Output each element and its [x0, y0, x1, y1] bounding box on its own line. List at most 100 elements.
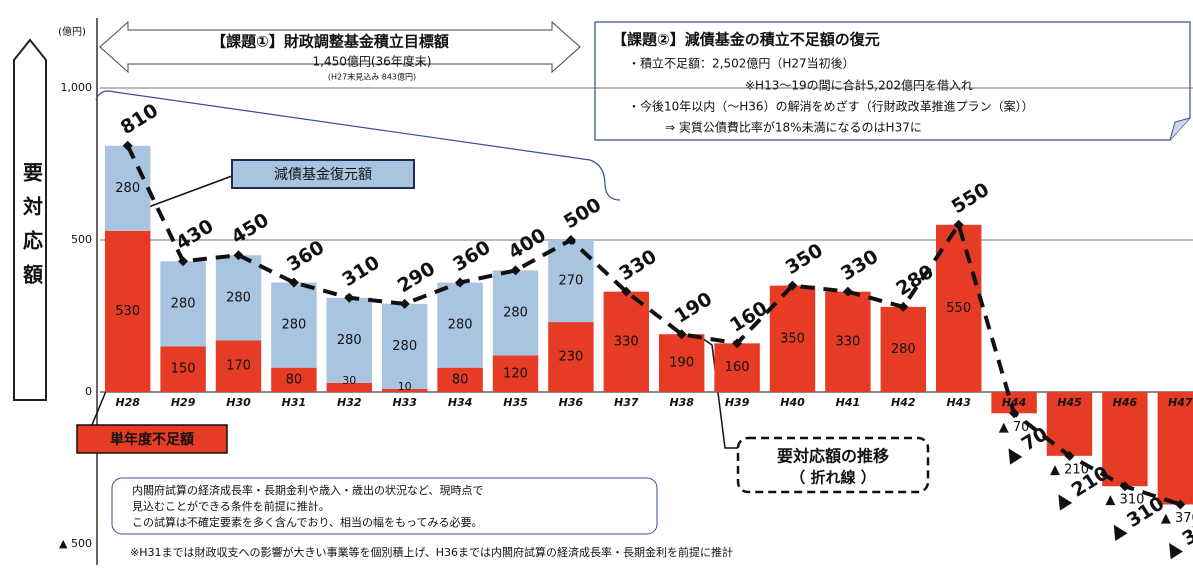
- data-label: 270: [558, 274, 583, 289]
- bars: [104, 145, 1193, 505]
- data-label: 280: [281, 318, 306, 333]
- line-label: 500: [560, 194, 605, 234]
- task1-note: (H27末見込み 843億円): [328, 72, 416, 82]
- bar-segment: [714, 343, 760, 392]
- x-tick-label: H42: [891, 396, 916, 409]
- x-tick-label: H28: [115, 396, 140, 409]
- bar-segment: [215, 255, 262, 341]
- note-line: 内閣府試算の経済成長率・長期金利や歳入・歳出の状況など、現時点で: [132, 483, 483, 497]
- bar-segment: [271, 367, 317, 392]
- line-label: 330: [837, 245, 882, 285]
- line-marker: [122, 140, 133, 151]
- legend-label: 単年度不足額: [110, 431, 194, 448]
- x-tick-label: H39: [725, 396, 750, 409]
- bar-segment: [381, 303, 428, 389]
- data-label: 230: [558, 350, 583, 365]
- line-marker: [455, 277, 466, 288]
- bar-segment: [326, 297, 373, 383]
- x-tick-label: H33: [392, 396, 417, 409]
- data-label: 170: [226, 359, 251, 374]
- bar-segment: [492, 355, 539, 392]
- bar-segment: [658, 334, 705, 392]
- footnote: ※H31までは財政収支への影響が大きい事業等を個別積上げ、H36までは内閣府試算…: [130, 545, 733, 559]
- bar-segment: [991, 392, 1037, 414]
- line-marker: [1175, 499, 1186, 510]
- line-marker: [953, 219, 964, 230]
- bar-segment: [160, 261, 206, 347]
- line-label: 160: [726, 297, 771, 337]
- line-marker: [233, 250, 244, 261]
- line-label: 360: [283, 236, 328, 276]
- data-label: 280: [448, 318, 473, 333]
- bar-segment: [215, 340, 262, 392]
- line-label: 430: [172, 215, 217, 255]
- data-label: 120: [503, 366, 528, 381]
- line-marker: [621, 286, 632, 297]
- data-label: 280: [891, 342, 916, 357]
- line-marker: [178, 256, 189, 267]
- data-label: ▲ 370: [1161, 511, 1193, 526]
- line-label: 350: [782, 239, 827, 279]
- y-axis-label: 要対応額: [20, 162, 44, 298]
- data-label: 280: [171, 296, 196, 311]
- x-tick-label: H46: [1113, 396, 1138, 409]
- bar-segment: [437, 282, 483, 368]
- data-label: ▲ 70: [999, 420, 1030, 435]
- line-label: 400: [505, 224, 550, 264]
- line-label: 310: [338, 251, 383, 291]
- note-line: 見込むことができる条件を前提に推計。: [132, 499, 330, 513]
- bar-segment: [160, 346, 206, 392]
- y-tick-label: 500: [71, 233, 92, 246]
- line-label: 290: [394, 258, 439, 298]
- x-tick-label: H30: [226, 396, 251, 409]
- data-label: 150: [171, 362, 196, 377]
- line-label: 190: [671, 288, 716, 328]
- data-label: 330: [835, 334, 860, 349]
- task1-amount: 1,450億円(36年度末): [313, 54, 432, 69]
- bar-segment: [1157, 392, 1193, 505]
- x-tick-label: H41: [836, 396, 861, 409]
- bar-segment: [769, 285, 816, 392]
- line-marker: [842, 286, 853, 297]
- bar-segment: [1046, 392, 1093, 456]
- task2-line: ※H13～19の間に合計5,202億円を借入れ: [745, 78, 973, 93]
- line-marker: [1064, 450, 1075, 461]
- bar-segment: [825, 291, 871, 392]
- data-label: 280: [226, 290, 251, 305]
- x-tick-label: H47: [1168, 396, 1193, 409]
- data-label: 330: [614, 334, 639, 349]
- line-marker: [344, 292, 355, 303]
- layout: [13, 18, 1191, 565]
- line-marker: [787, 280, 798, 291]
- data-label: 350: [780, 331, 805, 346]
- task2-title: 【課題②】減債基金の積立不足額の復元: [612, 31, 880, 49]
- line-marker: [732, 338, 743, 349]
- data-label: 30: [342, 374, 356, 387]
- line-marker: [676, 329, 687, 340]
- line-marker: [1119, 481, 1130, 492]
- x-tick-label: H29: [171, 396, 196, 409]
- line: [125, 144, 1181, 507]
- data-label: 280: [337, 333, 362, 348]
- line-note: （ 折れ線 ）: [790, 469, 875, 487]
- bar-segment: [880, 306, 927, 392]
- data-label: ▲ 210: [1050, 462, 1089, 477]
- y-tick-label: 1,000: [61, 81, 93, 94]
- legend-label: 要対応額の推移: [777, 447, 889, 466]
- data-label: 190: [669, 356, 694, 371]
- line-marker: [399, 298, 410, 309]
- line-marker: [288, 277, 299, 288]
- task2-line: ⇒ 実質公債費比率が18%未満になるのはH37に: [665, 120, 922, 135]
- data-label: 280: [392, 339, 417, 354]
- x-tick-label: H34: [448, 396, 473, 409]
- x-tick-label: H45: [1057, 396, 1082, 409]
- line-marker: [510, 265, 521, 276]
- note-line: この試算は不確定要素を多く含んでおり、相当の幅をもってみる必要。: [132, 515, 482, 529]
- x-tick-label: H43: [946, 396, 971, 409]
- line-label: 550: [948, 179, 993, 219]
- line-marker: [1009, 408, 1020, 419]
- x-tick-label: H40: [780, 396, 805, 409]
- bar-segment: [548, 322, 594, 392]
- bar-segment: [381, 388, 428, 392]
